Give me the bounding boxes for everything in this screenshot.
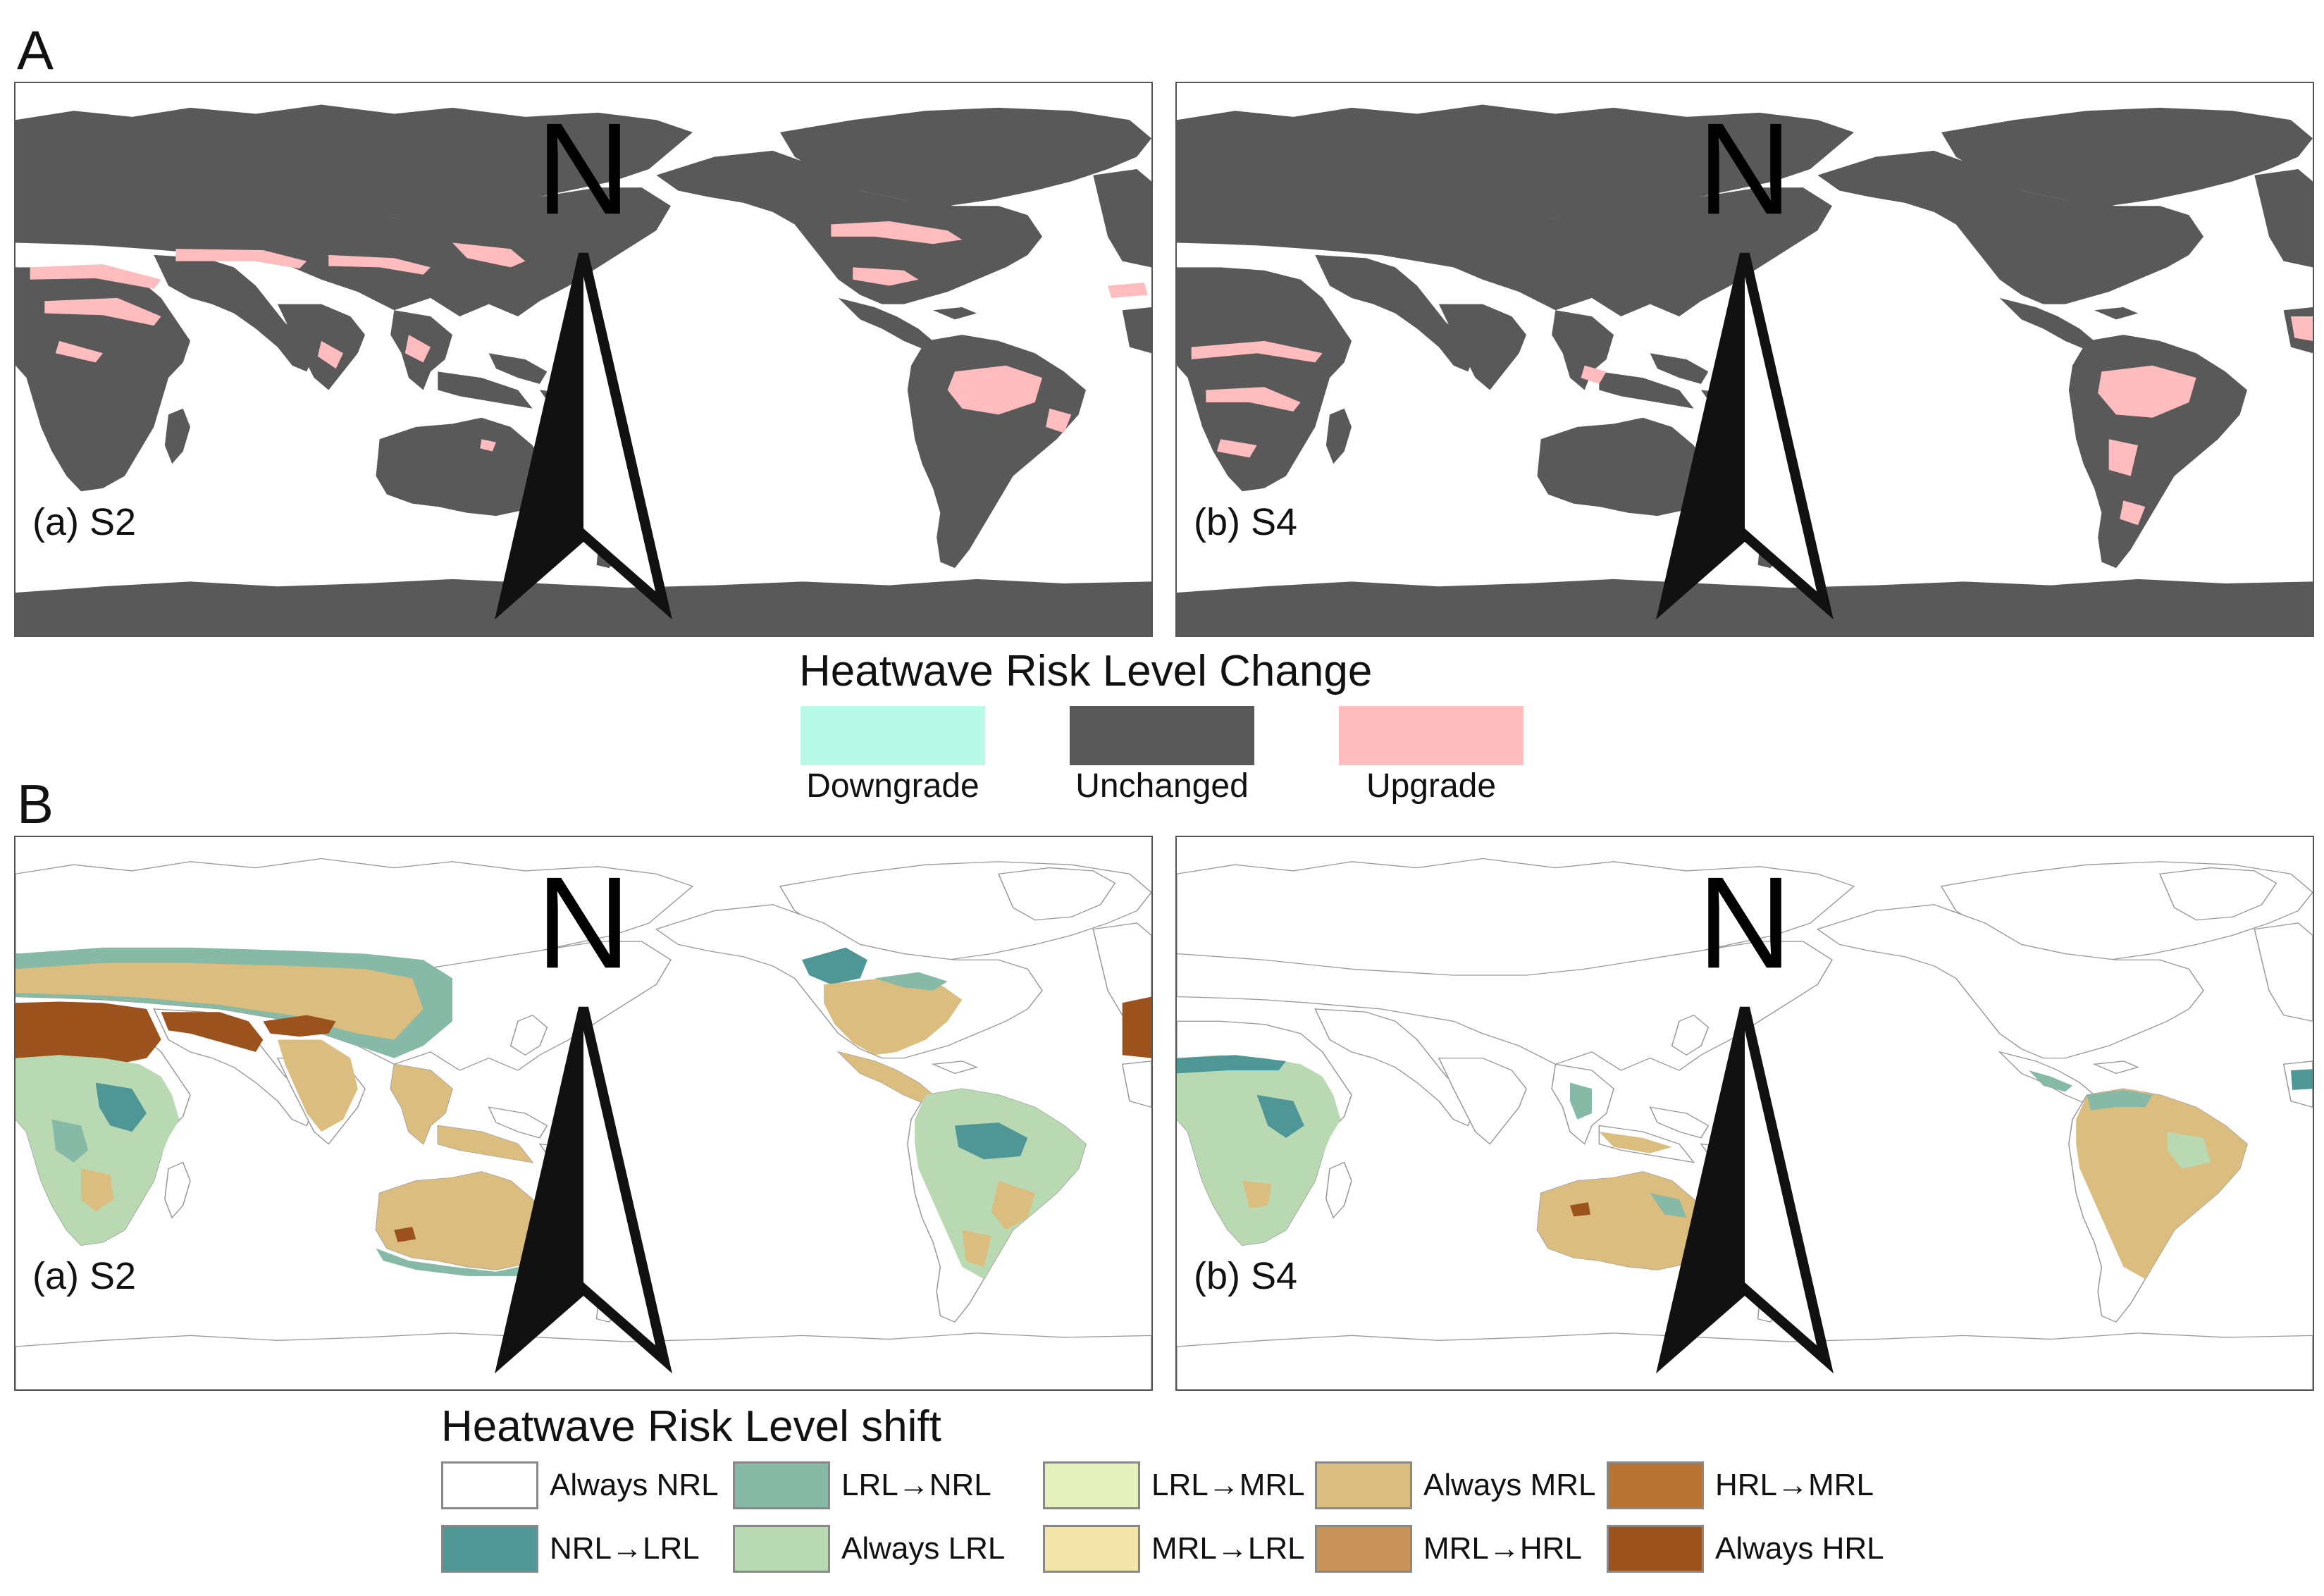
legend-b-swatch-item-6: [733, 1525, 830, 1573]
legend-b-swatch-item-0: [441, 1461, 538, 1509]
legend-b-swatch-item-2: [1043, 1461, 1140, 1509]
panel-label-b-s2: (a) S2: [32, 1255, 137, 1297]
legend-b-label-item-1: LRL→NRL: [841, 1468, 991, 1502]
legend-a-title: Heatwave Risk Level Change: [799, 647, 1373, 695]
map-graphic: [1177, 104, 2313, 636]
legend-a-swatch-unchanged: [1070, 706, 1254, 765]
legend-b-label-item-4: HRL→MRL: [1715, 1468, 1874, 1502]
legend-b-label-item-9: Always HRL: [1715, 1531, 1884, 1566]
map-panel-b-s4: N (b) S4: [1175, 836, 2314, 1391]
legend-b-title: Heatwave Risk Level shift: [441, 1402, 941, 1451]
legend-b-swatch-item-8: [1315, 1525, 1412, 1573]
legend-b-swatch-item-4: [1607, 1461, 1704, 1509]
legend-a-swatch-upgrade: [1339, 706, 1523, 765]
legend-b-label-item-3: Always MRL: [1423, 1468, 1596, 1502]
legend-b-label-item-5: NRL→LRL: [550, 1531, 700, 1566]
legend-b-label-item-8: MRL→HRL: [1423, 1531, 1582, 1566]
map-panel-b-s2: N (a) S2: [14, 836, 1153, 1391]
svg-text:N: N: [1698, 850, 1792, 996]
panel-label-b-s4: (b) S4: [1194, 1255, 1298, 1297]
legend-b-swatch-item-1: [733, 1461, 830, 1509]
legend-b-label-item-2: LRL→MRL: [1151, 1468, 1305, 1502]
upgrade-patches: [1191, 316, 2313, 526]
legend-b-label-item-6: Always LRL: [841, 1531, 1006, 1566]
legend-b-swatch-item-3: [1315, 1461, 1412, 1509]
map-graphic: [16, 104, 1151, 636]
legend-b-label-item-0: Always NRL: [550, 1468, 719, 1502]
legend-b-label-item-7: MRL→LRL: [1151, 1531, 1305, 1566]
map-panel-a-s4: N (b) S4: [1175, 82, 2314, 637]
legend-b-swatch-item-9: [1607, 1525, 1704, 1573]
svg-text:N: N: [1698, 96, 1792, 242]
legend-a-label-unchanged: Unchanged: [1075, 767, 1249, 805]
map-graphic: [1177, 858, 2313, 1390]
section-b-label: B: [17, 773, 54, 835]
svg-text:N: N: [536, 96, 631, 242]
map-panel-a-s2: N (a) S2: [14, 82, 1153, 637]
legend-a-swatch-downgrade: [801, 706, 985, 765]
legend-b-swatch-item-5: [441, 1525, 538, 1573]
legend-a-label-downgrade: Downgrade: [806, 767, 979, 805]
svg-text:N: N: [536, 850, 631, 996]
section-a-label: A: [17, 19, 54, 81]
map-graphic: [16, 858, 1151, 1390]
legend-a-label-upgrade: Upgrade: [1366, 767, 1497, 805]
north-arrow-icon: N: [1656, 850, 1834, 1374]
upgrade-patches: [30, 221, 1148, 452]
north-arrow-icon: N: [1656, 96, 1834, 620]
north-arrow-icon: N: [495, 96, 672, 620]
north-arrow-icon: N: [495, 850, 672, 1374]
panel-label-a-s4: (b) S4: [1194, 501, 1298, 543]
panel-label-a-s2: (a) S2: [32, 501, 137, 543]
legend-b-swatch-item-7: [1043, 1525, 1140, 1573]
